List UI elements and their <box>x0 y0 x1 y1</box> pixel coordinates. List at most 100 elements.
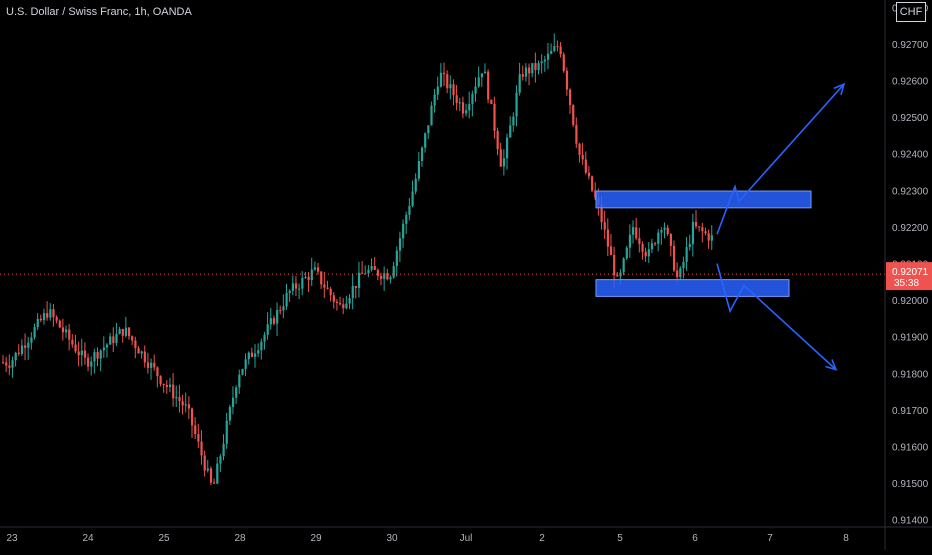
candle-body <box>685 247 688 262</box>
candle-body <box>477 77 480 87</box>
candle-body <box>487 71 490 100</box>
candle-body <box>654 243 657 245</box>
candle-body <box>562 54 565 71</box>
candle-body <box>247 352 250 360</box>
candle-body <box>11 360 14 368</box>
candle-body <box>96 352 99 359</box>
price-tick-label: 0.91900 <box>892 333 929 344</box>
candle-body <box>663 227 666 230</box>
candle-body <box>49 309 52 318</box>
currency-button[interactable]: CHF <box>896 2 926 22</box>
candle-body <box>556 46 559 48</box>
candle-body <box>531 63 534 74</box>
time-tick-label: 24 <box>82 533 94 544</box>
candle-body <box>276 310 279 324</box>
candle-body <box>638 238 641 244</box>
candle-body <box>657 232 660 244</box>
candle-body <box>609 246 613 256</box>
time-tick-label: 8 <box>843 533 849 544</box>
candle-body <box>206 468 209 471</box>
bearish-arrow <box>716 263 837 371</box>
candle-body <box>474 86 477 94</box>
candle-body <box>2 362 5 364</box>
time-tick-label: 30 <box>386 533 398 544</box>
candle-body <box>58 320 61 328</box>
candle-body <box>357 272 361 288</box>
resistance-zone <box>595 190 812 209</box>
candle-body <box>131 336 134 341</box>
candle-body <box>304 276 307 278</box>
candle-body <box>427 125 430 134</box>
candle-body <box>499 149 502 167</box>
candle-body <box>581 154 584 160</box>
candle-body <box>546 53 550 60</box>
candle-body <box>635 227 638 239</box>
candle-body <box>345 303 348 309</box>
candle-body <box>647 249 650 257</box>
candle-body <box>575 124 578 144</box>
candle-body <box>439 72 443 87</box>
candle-body <box>695 221 698 227</box>
candle-body <box>594 190 597 198</box>
candle-body <box>348 298 351 304</box>
candle-body <box>650 243 654 250</box>
candle-body <box>121 328 124 336</box>
candle-body <box>194 425 197 435</box>
candle-body <box>288 290 291 293</box>
candle-body <box>543 59 546 62</box>
candle-body <box>465 110 468 114</box>
candle-body <box>591 176 594 191</box>
candle-body <box>449 84 452 89</box>
candle-body <box>509 125 512 138</box>
candle-body <box>272 318 276 324</box>
candle-body <box>46 313 49 318</box>
candle-body <box>178 397 181 402</box>
candle-body <box>137 348 140 354</box>
candle-body <box>65 329 68 333</box>
candle-body <box>354 285 357 288</box>
price-tick-label: 0.91500 <box>892 479 929 490</box>
candle-body <box>707 233 710 241</box>
candle-body <box>228 406 231 421</box>
candle-body <box>644 251 647 257</box>
candle-body <box>676 270 679 278</box>
time-tick-label: 23 <box>6 533 18 544</box>
price-tick-label: 0.92400 <box>892 150 929 161</box>
candle-body <box>172 384 175 399</box>
candle-body <box>698 226 701 228</box>
candle-body <box>168 384 172 387</box>
bullish-arrow <box>716 83 845 235</box>
candle-body <box>317 267 320 272</box>
price-tick-label: 0.92300 <box>892 186 929 197</box>
candle-body <box>87 357 90 367</box>
candle-body <box>578 143 581 155</box>
candle-body <box>134 340 137 349</box>
candle-body <box>266 324 269 335</box>
candle-body <box>99 350 102 359</box>
candle-body <box>392 266 395 278</box>
candle-body <box>269 318 272 325</box>
candle-body <box>540 61 543 64</box>
time-tick-label: 28 <box>234 533 246 544</box>
candle-body <box>490 99 493 104</box>
candle-body <box>313 267 317 270</box>
candle-body <box>534 63 537 71</box>
candle-body <box>339 303 342 305</box>
candle-body <box>641 243 644 252</box>
price-tick-label: 0.91400 <box>892 516 929 527</box>
candle-body <box>600 204 603 223</box>
candle-body <box>380 275 383 279</box>
candle-body <box>254 353 257 357</box>
candle-body <box>42 313 46 321</box>
overlays-layer <box>0 82 885 371</box>
candle-body <box>307 276 310 281</box>
candle-body <box>373 266 376 270</box>
candle-body <box>197 434 200 442</box>
candle-body <box>128 327 131 337</box>
candle-body <box>446 74 449 89</box>
candle-body <box>569 89 572 106</box>
candle-body <box>518 74 521 93</box>
